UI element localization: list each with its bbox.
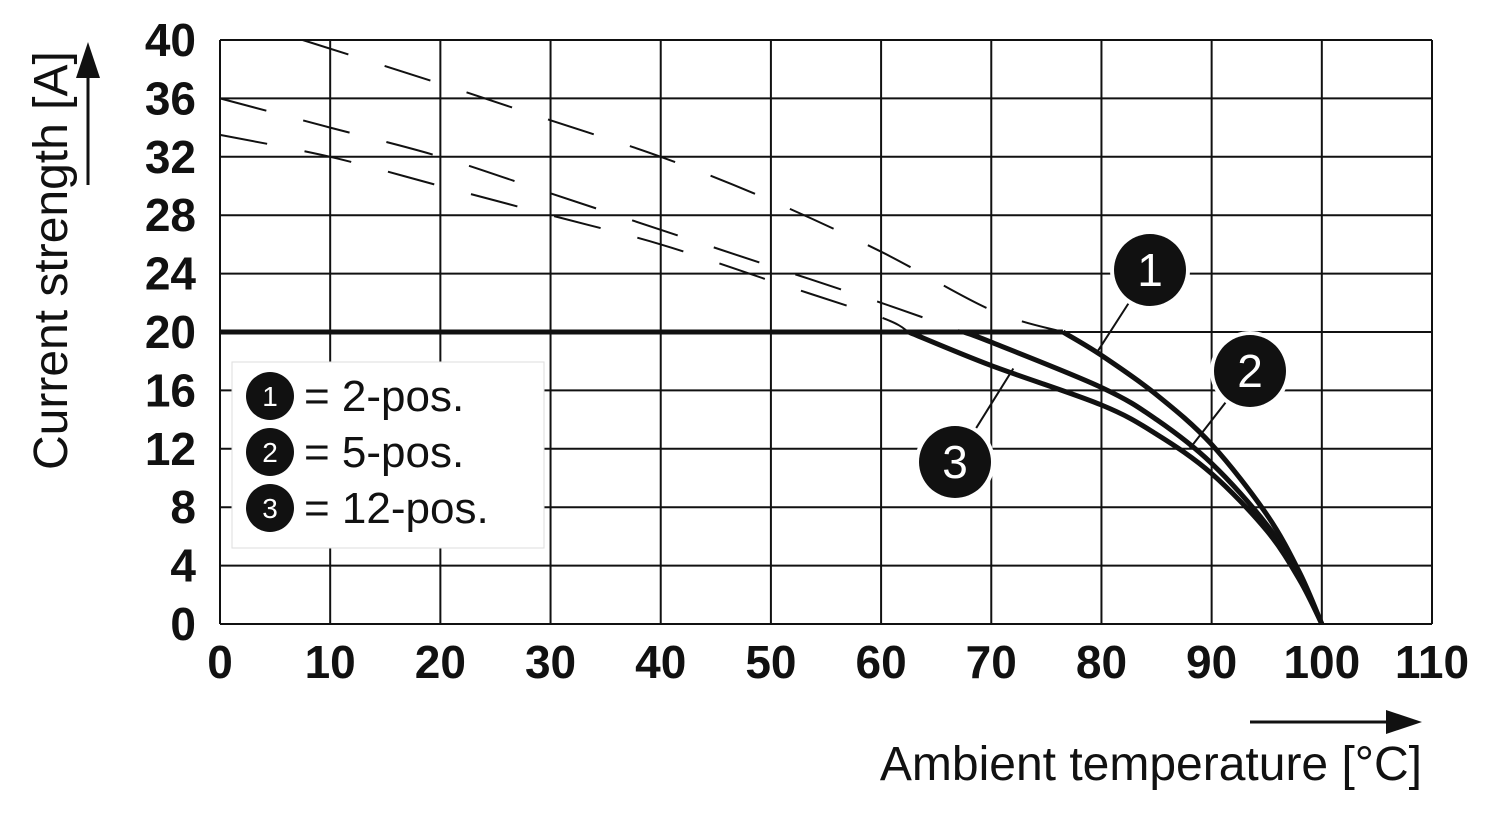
callout-3: 3 — [915, 367, 1015, 502]
series-1-dashed-line — [302, 39, 1064, 333]
x-tick-label: 60 — [856, 636, 907, 688]
y-tick-label: 24 — [145, 248, 197, 300]
legend-label: = 5-pos. — [304, 428, 464, 477]
callout-marker — [919, 426, 991, 498]
callouts: 1 2 3 — [915, 230, 1290, 502]
y-tick-label: 0 — [170, 598, 196, 650]
series-2-dashed-line — [219, 97, 965, 333]
callout-number: 1 — [1137, 244, 1163, 296]
legend-marker-number: 1 — [262, 381, 278, 412]
callout-2: 2 — [1188, 331, 1290, 450]
y-axis-arrow — [76, 42, 100, 185]
x-tick-label: 70 — [966, 636, 1017, 688]
x-tick-label: 50 — [745, 636, 796, 688]
x-tick-label: 20 — [415, 636, 466, 688]
legend-marker-number: 3 — [262, 493, 278, 524]
x-tick-label: 10 — [305, 636, 356, 688]
legend-item: 1 = 2-pos. — [246, 372, 464, 421]
x-tick-label: 100 — [1283, 636, 1360, 688]
y-tick-label: 28 — [145, 189, 196, 241]
y-tick-label: 8 — [170, 481, 196, 533]
x-tick-label: 30 — [525, 636, 576, 688]
x-tick-label: 110 — [1395, 636, 1469, 688]
legend-item: 2 = 5-pos. — [246, 428, 464, 477]
series-layer — [219, 39, 1325, 626]
y-tick-label: 4 — [170, 540, 196, 592]
legend-label: = 2-pos. — [304, 372, 464, 421]
legend-items: 1 = 2-pos. 2 = 5-pos. 3 = 12-pos. — [246, 372, 489, 533]
legend-marker — [246, 484, 294, 532]
callout-number: 2 — [1237, 345, 1263, 397]
callout-marker — [1214, 335, 1286, 407]
x-tick-label: 0 — [207, 636, 233, 688]
x-axis-arrow — [1250, 710, 1422, 734]
series-3-dashed-line — [219, 133, 910, 333]
callout-1: 1 — [1095, 230, 1190, 355]
legend-marker — [246, 428, 294, 476]
x-tick-label: 90 — [1186, 636, 1237, 688]
y-tick-label: 32 — [145, 131, 196, 183]
y-tick-label: 36 — [145, 72, 196, 124]
callout-leader — [1188, 401, 1227, 450]
legend-marker — [246, 372, 294, 420]
legend-item: 3 = 12-pos. — [246, 484, 489, 533]
x-tick-label: 80 — [1076, 636, 1127, 688]
series-3-solid-line — [907, 329, 1325, 626]
y-axis-title: Current strength [A] — [25, 51, 78, 470]
x-tick-labels: 0 10 20 30 40 50 60 70 80 90 100 110 — [207, 636, 1469, 688]
x-tick-label: 40 — [635, 636, 686, 688]
callout-marker — [1114, 234, 1186, 306]
legend: 1 = 2-pos. 2 = 5-pos. 3 = 12-pos. — [231, 361, 545, 549]
callout-number: 3 — [942, 436, 968, 488]
y-tick-label: 40 — [145, 14, 196, 66]
y-tick-label: 20 — [145, 306, 196, 358]
x-axis-title: Ambient temperature [°C] — [880, 738, 1422, 791]
y-tick-label: 12 — [145, 423, 196, 475]
callout-leader — [975, 367, 1015, 429]
y-tick-labels: 0 4 8 12 16 20 24 28 32 36 40 — [145, 14, 197, 650]
legend-marker-number: 2 — [262, 437, 278, 468]
callout-leader — [1095, 303, 1130, 355]
legend-label: = 12-pos. — [304, 484, 489, 533]
y-tick-label: 16 — [145, 364, 196, 416]
